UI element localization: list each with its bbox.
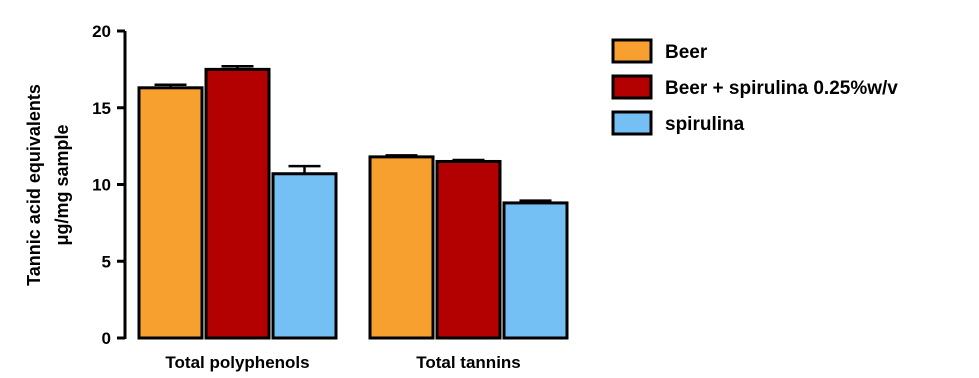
y-tick-label-15: 15 (92, 99, 111, 118)
legend-swatch-spirulina (611, 110, 653, 136)
bar-spirulina-0 (271, 172, 338, 340)
legend-swatch-beer (611, 38, 653, 64)
plot-area: 0 5 10 15 20 Total polyphenols Total tannins (92, 22, 569, 372)
y-axis-title-line2: μg/mg sample (52, 124, 72, 245)
bar-beer-1 (368, 155, 435, 340)
bar-beer-0 (137, 86, 204, 340)
y-axis-title-line1: Tannic acid equivalents (24, 84, 44, 286)
bar-beer-spirulina-0-25-w-v-1 (435, 159, 502, 340)
bar-beer-spirulina-0-25-w-v-0 (204, 67, 271, 340)
x-category-label-0: Total polyphenols (165, 353, 309, 372)
legend-label-beer: Beer (665, 42, 708, 63)
y-tick-label-10: 10 (92, 176, 111, 195)
bar-spirulina-1 (502, 201, 569, 340)
y-axis-title: Tannic acid equivalents μg/mg sample (24, 84, 72, 286)
legend-label-beer-spirulina-0-25-w-v: Beer + spirulina 0.25%w/v (665, 78, 898, 99)
y-tick-label-5: 5 (102, 252, 111, 271)
legend: Beer Beer + spirulina 0.25%w/v spirulina (611, 38, 898, 136)
x-category-label-1: Total tannins (416, 353, 521, 372)
y-tick-label-0: 0 (102, 329, 111, 348)
legend-swatch-beer-spirulina-0-25-w-v (611, 74, 653, 100)
legend-label-spirulina: spirulina (665, 114, 745, 135)
y-tick-label-20: 20 (92, 22, 111, 41)
